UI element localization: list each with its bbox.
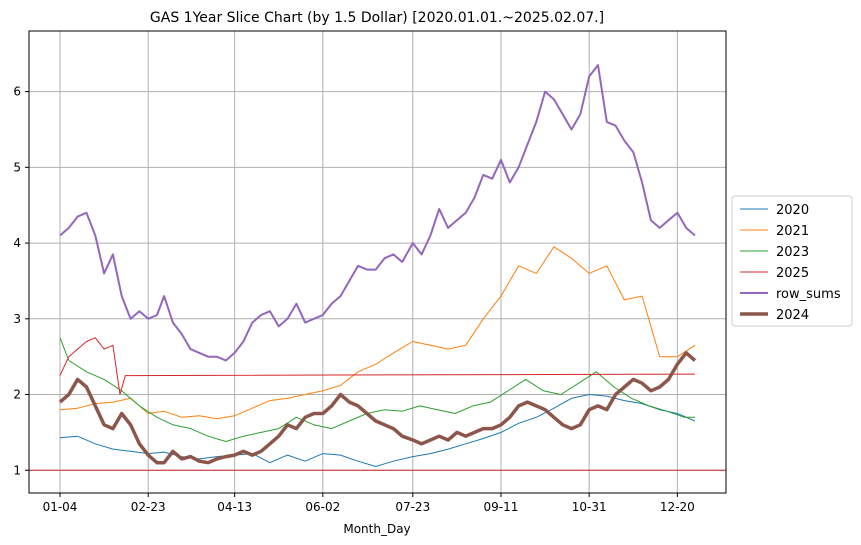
plot-frame [28,30,727,494]
series-line-2025 [59,337,696,395]
series-line-2024 [58,351,697,465]
series-line-row-sums [59,64,696,362]
legend-label: 2025 [776,266,809,281]
x-axis-label: Month_Day [343,522,410,536]
y-axis: 1 2 3 4 5 6 [13,85,29,477]
y-tick-label: 1 [13,463,21,477]
series-layer [58,64,697,467]
legend-label: 2020 [776,203,809,218]
legend-label: 2024 [776,308,809,323]
legend-label: row_sums [776,287,841,302]
y-tick-label: 4 [13,236,21,250]
series-line-2023 [59,337,695,442]
x-tick-label: 02-23 [131,500,166,514]
x-tick-label: 01-04 [43,500,78,514]
x-tick-label: 09-11 [484,500,519,514]
chart-title: GAS 1Year Slice Chart (by 1.5 Dollar) [2… [150,10,604,26]
x-tick-label: 07-23 [395,500,430,514]
y-tick-label: 2 [13,388,21,402]
series-line-2021 [59,246,696,420]
grid [29,31,726,493]
x-tick-label: 10-31 [572,500,607,514]
y-tick-label: 5 [13,160,21,174]
x-tick-label: 06-02 [305,500,340,514]
x-tick-label: 04-13 [217,500,252,514]
y-tick-label: 6 [13,85,21,99]
y-tick-label: 3 [13,312,21,326]
x-tick-label: 12-20 [660,500,695,514]
x-axis: 01-04 02-23 04-13 06-02 07-23 09-11 10-31 12-20 [43,493,695,514]
legend: 2020 2021 2023 2025 row_sums 2024 [731,195,853,327]
legend-label: 2021 [776,224,809,239]
legend-label: 2023 [776,245,809,260]
series-line-2020 [59,394,696,467]
